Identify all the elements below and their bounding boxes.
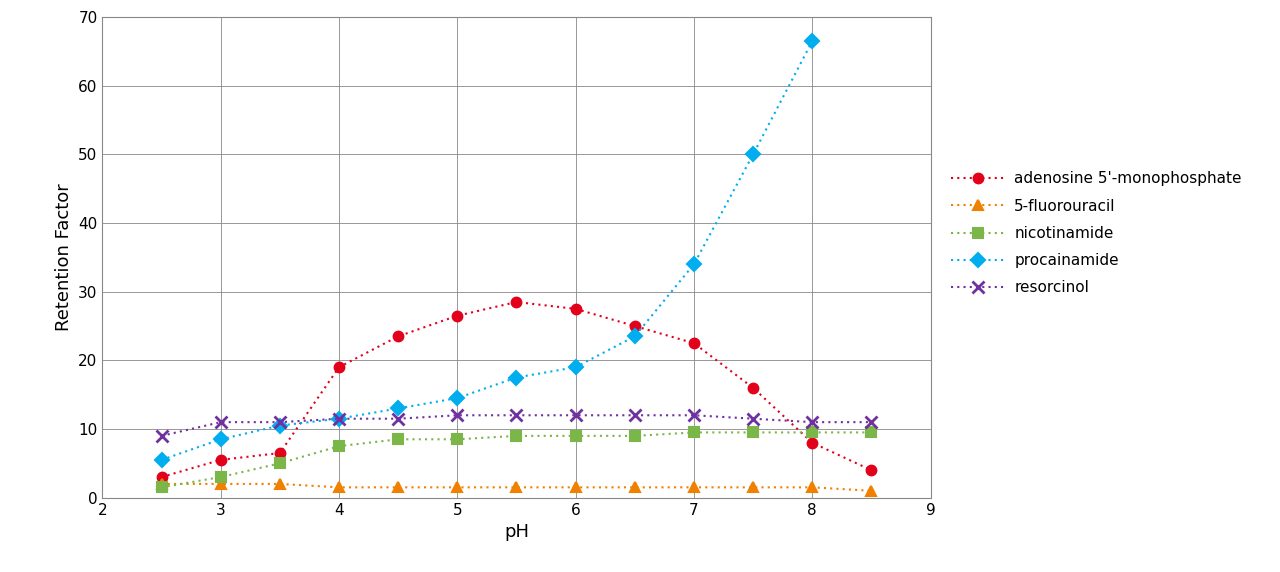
- nicotinamide: [273, 460, 288, 467]
- adenosine 5'-monophosphate: [212, 456, 228, 463]
- 5-fluorouracil: [508, 484, 524, 491]
- 5-fluorouracil: [154, 480, 169, 487]
- 5-fluorouracil: [805, 484, 820, 491]
- adenosine 5'-monophosphate: [154, 474, 169, 480]
- procainamide: [332, 415, 347, 422]
- resorcinol: [686, 412, 701, 419]
- procainamide: [508, 374, 524, 381]
- 5-fluorouracil: [273, 480, 288, 487]
- resorcinol: [805, 419, 820, 426]
- adenosine 5'-monophosphate: [568, 305, 584, 312]
- nicotinamide: [449, 436, 465, 443]
- adenosine 5'-monophosphate: [449, 312, 465, 319]
- 5-fluorouracil: [745, 484, 760, 491]
- resorcinol: [332, 415, 347, 422]
- adenosine 5'-monophosphate: [627, 323, 643, 329]
- procainamide: [805, 38, 820, 45]
- adenosine 5'-monophosphate: [805, 439, 820, 446]
- resorcinol: [273, 419, 288, 426]
- adenosine 5'-monophosphate: [686, 340, 701, 347]
- procainamide: [686, 261, 701, 268]
- 5-fluorouracil: [686, 484, 701, 491]
- procainamide: [745, 151, 760, 158]
- Line: resorcinol: resorcinol: [155, 409, 878, 442]
- nicotinamide: [864, 429, 879, 436]
- 5-fluorouracil: [332, 484, 347, 491]
- nicotinamide: [154, 484, 169, 491]
- Y-axis label: Retention Factor: Retention Factor: [55, 184, 73, 331]
- procainamide: [154, 456, 169, 463]
- resorcinol: [508, 412, 524, 419]
- 5-fluorouracil: [568, 484, 584, 491]
- procainamide: [627, 333, 643, 340]
- nicotinamide: [745, 429, 760, 436]
- procainamide: [568, 364, 584, 371]
- adenosine 5'-monophosphate: [745, 384, 760, 391]
- nicotinamide: [390, 436, 406, 443]
- adenosine 5'-monophosphate: [390, 333, 406, 340]
- resorcinol: [449, 412, 465, 419]
- nicotinamide: [805, 429, 820, 436]
- 5-fluorouracil: [449, 484, 465, 491]
- adenosine 5'-monophosphate: [332, 364, 347, 371]
- procainamide: [390, 405, 406, 412]
- adenosine 5'-monophosphate: [273, 450, 288, 456]
- resorcinol: [745, 415, 760, 422]
- Line: nicotinamide: nicotinamide: [156, 428, 877, 492]
- procainamide: [212, 436, 228, 443]
- procainamide: [449, 395, 465, 402]
- nicotinamide: [627, 432, 643, 439]
- nicotinamide: [686, 429, 701, 436]
- resorcinol: [627, 412, 643, 419]
- Legend: adenosine 5'-monophosphate, 5-fluorouracil, nicotinamide, procainamide, resorcin: adenosine 5'-monophosphate, 5-fluorourac…: [951, 172, 1242, 295]
- adenosine 5'-monophosphate: [864, 467, 879, 474]
- nicotinamide: [568, 432, 584, 439]
- Line: adenosine 5'-monophosphate: adenosine 5'-monophosphate: [156, 297, 877, 482]
- 5-fluorouracil: [212, 480, 228, 487]
- nicotinamide: [212, 474, 228, 480]
- Line: 5-fluorouracil: 5-fluorouracil: [156, 479, 877, 495]
- resorcinol: [154, 432, 169, 439]
- 5-fluorouracil: [627, 484, 643, 491]
- resorcinol: [212, 419, 228, 426]
- 5-fluorouracil: [390, 484, 406, 491]
- 5-fluorouracil: [864, 487, 879, 494]
- adenosine 5'-monophosphate: [508, 299, 524, 305]
- resorcinol: [390, 415, 406, 422]
- Line: procainamide: procainamide: [156, 37, 817, 464]
- resorcinol: [568, 412, 584, 419]
- resorcinol: [864, 419, 879, 426]
- nicotinamide: [332, 443, 347, 450]
- procainamide: [273, 422, 288, 429]
- nicotinamide: [508, 432, 524, 439]
- X-axis label: pH: pH: [504, 523, 529, 541]
